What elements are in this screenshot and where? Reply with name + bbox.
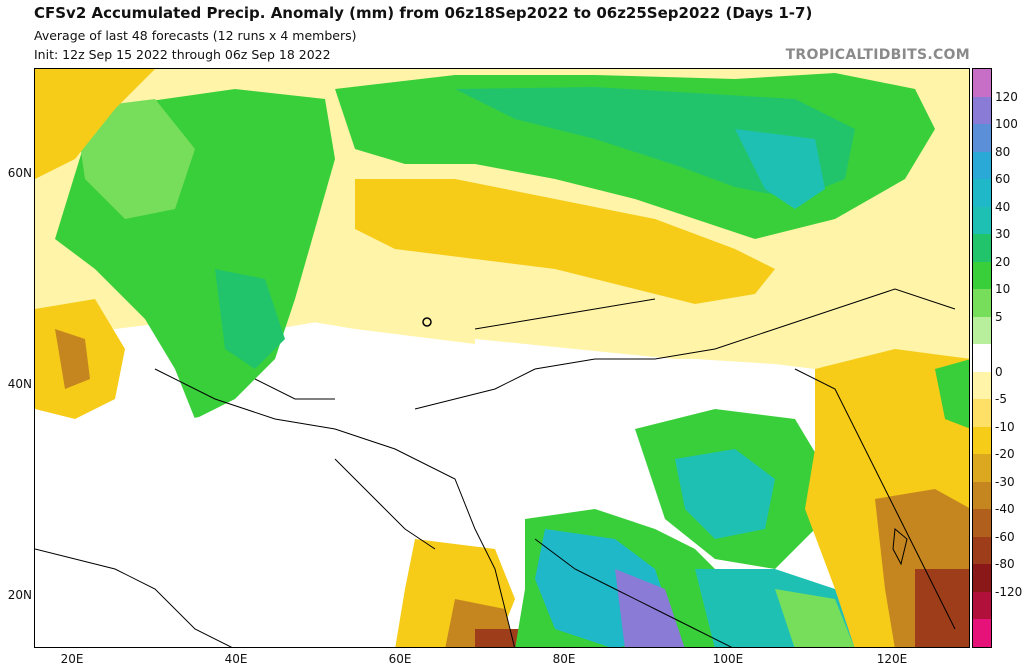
wet-siberia-core [455, 87, 855, 199]
colorbar-segment [973, 454, 991, 483]
colorbar-segment [973, 426, 991, 455]
colorbar-label: 60 [995, 172, 1011, 187]
colorbar-segment [973, 179, 991, 208]
colorbar-segment [973, 344, 991, 373]
colorbar-segment [973, 289, 991, 318]
colorbar-segment [973, 591, 991, 620]
wet-korea [935, 359, 969, 429]
coastlines [35, 288, 956, 647]
colorbar-segment [973, 399, 991, 428]
colorbar-segment [973, 536, 991, 565]
lon-label-60e: 60E [388, 652, 412, 666]
colorbar-label: -10 [995, 419, 1015, 434]
colorbar-label: 0 [995, 364, 1003, 379]
dry-central-asia-light [295, 239, 935, 369]
neutral-tibet [475, 339, 735, 439]
wet-scandinavia [75, 99, 195, 219]
colorbar-segment [973, 69, 991, 98]
dry-taiwan-extreme [915, 569, 969, 647]
colorbar-label: 20 [995, 254, 1011, 269]
lon-label-20e: 20E [60, 652, 84, 666]
colorbar-label: -60 [995, 529, 1015, 544]
wet-yunnan-teal [675, 449, 775, 539]
colorbar-segment [973, 96, 991, 125]
neutral-arabia [35, 399, 505, 647]
colorbar-label: -120 [995, 584, 1023, 599]
colorbar-label: 40 [995, 199, 1011, 214]
anomaly-map [35, 69, 969, 647]
dry-balkans-strong [55, 329, 90, 389]
colorbar-label: -80 [995, 557, 1015, 572]
wet-siberia-teal [735, 129, 825, 209]
colorbar-segment [973, 619, 991, 648]
colorbar-label: 100 [995, 117, 1018, 132]
lon-label-120e: 120E [876, 652, 908, 666]
lat-label-60n: 60N [7, 166, 32, 180]
colorbar-label: -20 [995, 447, 1015, 462]
chart-subtitle-forecasts: Average of last 48 forecasts (12 runs x … [34, 28, 357, 43]
colorbar-segment [973, 261, 991, 290]
colorbar-label: -40 [995, 502, 1015, 517]
colorbar-segment [973, 481, 991, 510]
lon-label-100e: 100E [712, 652, 744, 666]
colorbar-segment [973, 371, 991, 400]
chart-subtitle-init: Init: 12z Sep 15 2022 through 06z Sep 18… [34, 47, 331, 62]
map-panel [34, 68, 970, 648]
colorbar-label: 80 [995, 144, 1011, 159]
colorbar-label: 30 [995, 227, 1011, 242]
lake-balkhash [422, 317, 432, 327]
lat-label-40n: 40N [7, 377, 32, 391]
dry-europe-nw [35, 69, 155, 179]
colorbar-segment [973, 564, 991, 593]
colorbar-segment [973, 234, 991, 263]
colorbar-segment [973, 124, 991, 153]
lon-label-40e: 40E [224, 652, 248, 666]
colorbar-label: 120 [995, 89, 1018, 104]
colorbar-segment [973, 151, 991, 180]
colorbar-label: -5 [995, 392, 1007, 407]
colorbar [972, 68, 992, 648]
colorbar-segment [973, 509, 991, 538]
lon-label-80e: 80E [552, 652, 576, 666]
colorbar-label: -30 [995, 474, 1015, 489]
wet-indochina-light [775, 589, 855, 647]
colorbar-label: 10 [995, 282, 1011, 297]
dry-central-asia [355, 179, 775, 304]
colorbar-segment [973, 316, 991, 345]
lat-label-20n: 20N [7, 588, 32, 602]
source-credit: TROPICALTIDBITS.COM [785, 47, 970, 63]
colorbar-label: 5 [995, 309, 1003, 324]
wet-west-russia-dark [215, 269, 285, 369]
wet-bengal-purple [615, 569, 685, 647]
chart-title: CFSv2 Accumulated Precip. Anomaly (mm) f… [34, 4, 813, 22]
colorbar-segment [973, 206, 991, 235]
